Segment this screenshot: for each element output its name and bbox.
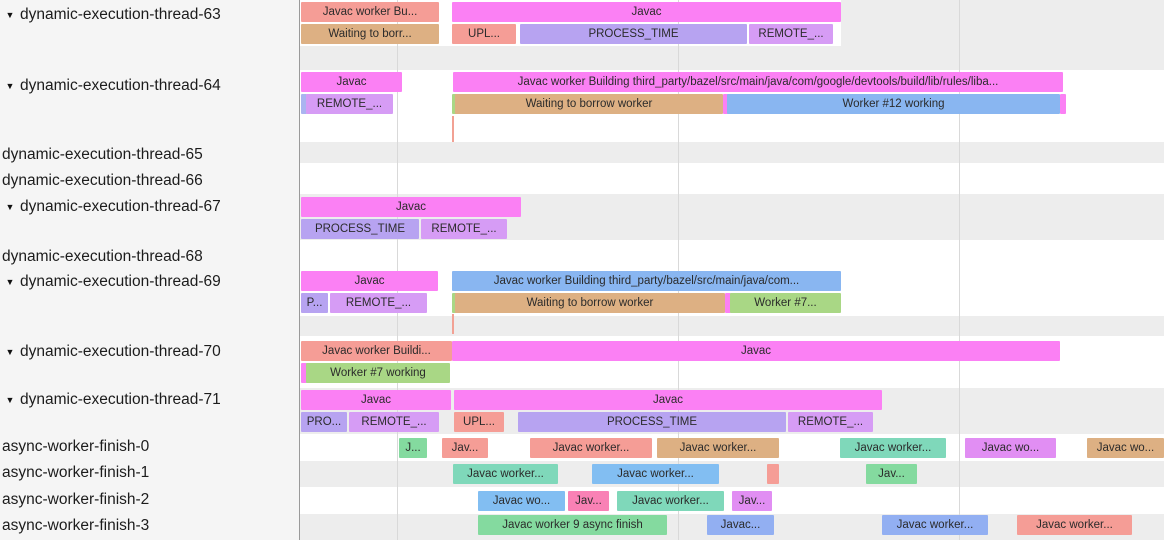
- thread-row-async-worker-finish-2[interactable]: async-worker-finish-2: [0, 490, 149, 510]
- trace-slice[interactable]: REMOTE_...: [306, 94, 393, 114]
- collapse-triangle-icon[interactable]: ▼: [5, 81, 15, 91]
- collapse-triangle-icon[interactable]: ▼: [5, 395, 15, 405]
- thread-label-panel: ▼ dynamic-execution-thread-63 ▼ dynamic-exe…: [0, 0, 300, 540]
- trace-slice[interactable]: Javac worker...: [530, 438, 652, 458]
- trace-slice[interactable]: Javac: [454, 390, 882, 410]
- thread-row-dynamic-execution-thread-71[interactable]: ▼ dynamic-execution-thread-71: [0, 390, 221, 410]
- track-zebra-band: [299, 142, 1164, 163]
- thread-row-dynamic-execution-thread-64[interactable]: ▼ dynamic-execution-thread-64: [0, 76, 221, 96]
- collapse-triangle-icon[interactable]: ▼: [5, 202, 15, 212]
- trace-slice[interactable]: Javac worker...: [1017, 515, 1132, 535]
- trace-slice[interactable]: Jav...: [866, 464, 917, 484]
- time-gridline: [678, 0, 679, 540]
- thread-label: dynamic-execution-thread-68: [2, 248, 203, 265]
- thread-label: async-worker-finish-1: [2, 464, 150, 481]
- thread-label: dynamic-execution-thread-65: [2, 146, 203, 163]
- thread-label: dynamic-execution-thread-70: [20, 343, 221, 360]
- trace-slice[interactable]: UPL...: [452, 24, 516, 44]
- trace-slice[interactable]: P...: [301, 293, 328, 313]
- trace-slice[interactable]: Javac worker...: [617, 491, 724, 511]
- time-gridline: [397, 0, 398, 540]
- trace-slice[interactable]: Javac worker...: [657, 438, 779, 458]
- thread-row-dynamic-execution-thread-65[interactable]: dynamic-execution-thread-65: [0, 145, 203, 165]
- trace-slice[interactable]: Javac worker Building third_party/bazel/…: [453, 72, 1063, 92]
- trace-slice[interactable]: Worker #7 working: [306, 363, 450, 383]
- thread-label: dynamic-execution-thread-71: [20, 391, 221, 408]
- instant-event-tick[interactable]: [452, 116, 454, 142]
- trace-slice[interactable]: Worker #7...: [730, 293, 841, 313]
- thread-row-dynamic-execution-thread-68[interactable]: dynamic-execution-thread-68: [0, 247, 203, 267]
- trace-slice[interactable]: Javac wo...: [1087, 438, 1164, 458]
- thread-label: dynamic-execution-thread-66: [2, 172, 203, 189]
- trace-slice[interactable]: [767, 464, 779, 484]
- trace-slice[interactable]: Javac worker 9 async finish: [478, 515, 667, 535]
- thread-row-dynamic-execution-thread-67[interactable]: ▼ dynamic-execution-thread-67: [0, 197, 221, 217]
- trace-slice[interactable]: Javac worker Bu...: [301, 2, 439, 22]
- trace-slice[interactable]: [301, 363, 307, 383]
- thread-label: dynamic-execution-thread-67: [20, 198, 221, 215]
- trace-slice[interactable]: Jav...: [442, 438, 488, 458]
- trace-slice[interactable]: UPL...: [454, 412, 504, 432]
- trace-slice[interactable]: J...: [399, 438, 427, 458]
- thread-label: dynamic-execution-thread-69: [20, 273, 221, 290]
- trace-slice[interactable]: PROCESS_TIME: [520, 24, 747, 44]
- thread-row-async-worker-finish-3[interactable]: async-worker-finish-3: [0, 516, 149, 536]
- track-zebra-band: [299, 461, 1164, 487]
- thread-row-dynamic-execution-thread-69[interactable]: ▼ dynamic-execution-thread-69: [0, 272, 221, 292]
- time-gridline: [959, 0, 960, 540]
- trace-slice[interactable]: Javac...: [707, 515, 774, 535]
- trace-slice[interactable]: REMOTE_...: [330, 293, 427, 313]
- thread-label: dynamic-execution-thread-63: [20, 6, 221, 23]
- thread-row-dynamic-execution-thread-70[interactable]: ▼ dynamic-execution-thread-70: [0, 342, 221, 362]
- trace-slice[interactable]: Worker #12 working: [727, 94, 1060, 114]
- trace-slice[interactable]: Javac: [301, 197, 521, 217]
- trace-slice[interactable]: [301, 94, 307, 114]
- thread-label: async-worker-finish-0: [2, 438, 150, 455]
- trace-slice[interactable]: Javac: [301, 271, 438, 291]
- trace-slice[interactable]: Javac worker...: [882, 515, 988, 535]
- trace-slice[interactable]: Waiting to borr...: [301, 24, 439, 44]
- track-zebra-band: [841, 0, 1164, 46]
- trace-slice[interactable]: Jav...: [568, 491, 609, 511]
- trace-slice[interactable]: Javac worker...: [453, 464, 558, 484]
- trace-slice[interactable]: Javac wo...: [965, 438, 1056, 458]
- trace-slice[interactable]: PRO...: [301, 412, 347, 432]
- trace-slice[interactable]: Javac worker Buildi...: [301, 341, 452, 361]
- trace-slice[interactable]: REMOTE_...: [421, 219, 507, 239]
- thread-row-async-worker-finish-0[interactable]: async-worker-finish-0: [0, 437, 149, 457]
- trace-slice[interactable]: Javac: [452, 341, 1060, 361]
- thread-label: async-worker-finish-3: [2, 517, 150, 534]
- thread-row-dynamic-execution-thread-66[interactable]: dynamic-execution-thread-66: [0, 171, 203, 191]
- thread-label: dynamic-execution-thread-64: [20, 77, 221, 94]
- thread-row-dynamic-execution-thread-63[interactable]: ▼ dynamic-execution-thread-63: [0, 5, 221, 25]
- trace-slice[interactable]: Javac: [452, 2, 841, 22]
- instant-event-tick[interactable]: [452, 314, 454, 334]
- track-zebra-band: [299, 46, 1164, 70]
- trace-slice[interactable]: Javac: [301, 390, 451, 410]
- trace-slice[interactable]: Javac: [301, 72, 402, 92]
- thread-label: async-worker-finish-2: [2, 491, 150, 508]
- collapse-triangle-icon[interactable]: ▼: [5, 347, 15, 357]
- track-zebra-band: [299, 316, 1164, 336]
- trace-slice[interactable]: Jav...: [732, 491, 772, 511]
- trace-slice[interactable]: REMOTE_...: [349, 412, 439, 432]
- trace-slice[interactable]: Javac worker Building third_party/bazel/…: [452, 271, 841, 291]
- trace-slice[interactable]: [723, 94, 729, 114]
- trace-slice[interactable]: PROCESS_TIME: [301, 219, 419, 239]
- thread-row-async-worker-finish-1[interactable]: async-worker-finish-1: [0, 463, 149, 483]
- trace-slice[interactable]: Waiting to borrow worker: [455, 293, 725, 313]
- trace-slice[interactable]: Javac worker...: [840, 438, 946, 458]
- trace-slice[interactable]: Javac worker...: [592, 464, 719, 484]
- trace-slice[interactable]: PROCESS_TIME: [518, 412, 786, 432]
- trace-slice[interactable]: Waiting to borrow worker: [455, 94, 723, 114]
- trace-slice[interactable]: REMOTE_...: [749, 24, 833, 44]
- collapse-triangle-icon[interactable]: ▼: [5, 277, 15, 287]
- trace-slice[interactable]: [725, 293, 731, 313]
- trace-slice[interactable]: REMOTE_...: [788, 412, 873, 432]
- trace-slice[interactable]: Javac wo...: [478, 491, 565, 511]
- collapse-triangle-icon[interactable]: ▼: [5, 10, 15, 20]
- trace-slice[interactable]: [1060, 94, 1066, 114]
